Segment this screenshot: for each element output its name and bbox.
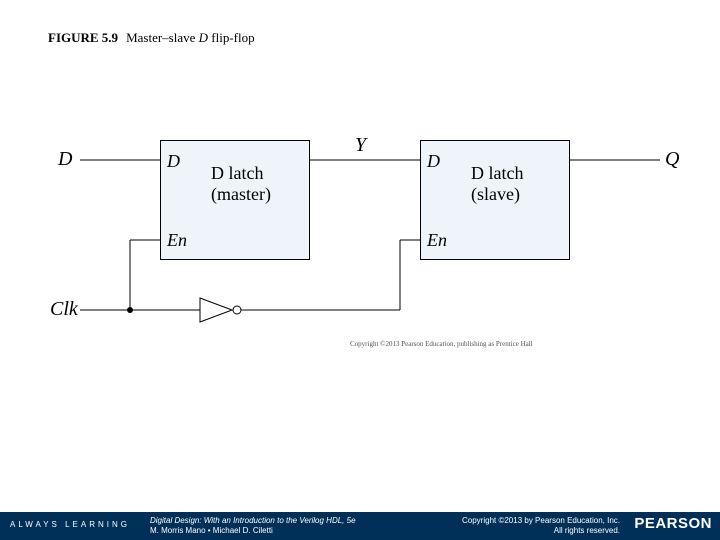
footer-cright-line1: Copyright ©2013 by Pearson Education, In…: [462, 516, 620, 526]
footer-book-line1: Digital Design: With an Introduction to …: [150, 516, 356, 526]
diagram-copyright: Copyright ©2013 Pearson Education, publi…: [350, 340, 533, 348]
footer-cright-line2: All rights reserved.: [462, 526, 620, 536]
circuit-diagram: D En D latch (master) D En D latch (slav…: [0, 0, 720, 540]
footer-book-info: Digital Design: With an Introduction to …: [150, 516, 356, 536]
footer-bar: ALWAYS LEARNING Digital Design: With an …: [0, 512, 720, 540]
footer-book-line2: M. Morris Mano • Michael D. Ciletti: [150, 526, 356, 536]
footer-always-learning: ALWAYS LEARNING: [10, 520, 130, 529]
wire-junction: [127, 307, 133, 313]
pearson-logo: PEARSON: [634, 515, 712, 532]
inverter-icon: [130, 298, 400, 322]
wires-svg: [0, 0, 720, 540]
footer-copyright: Copyright ©2013 by Pearson Education, In…: [462, 516, 620, 536]
